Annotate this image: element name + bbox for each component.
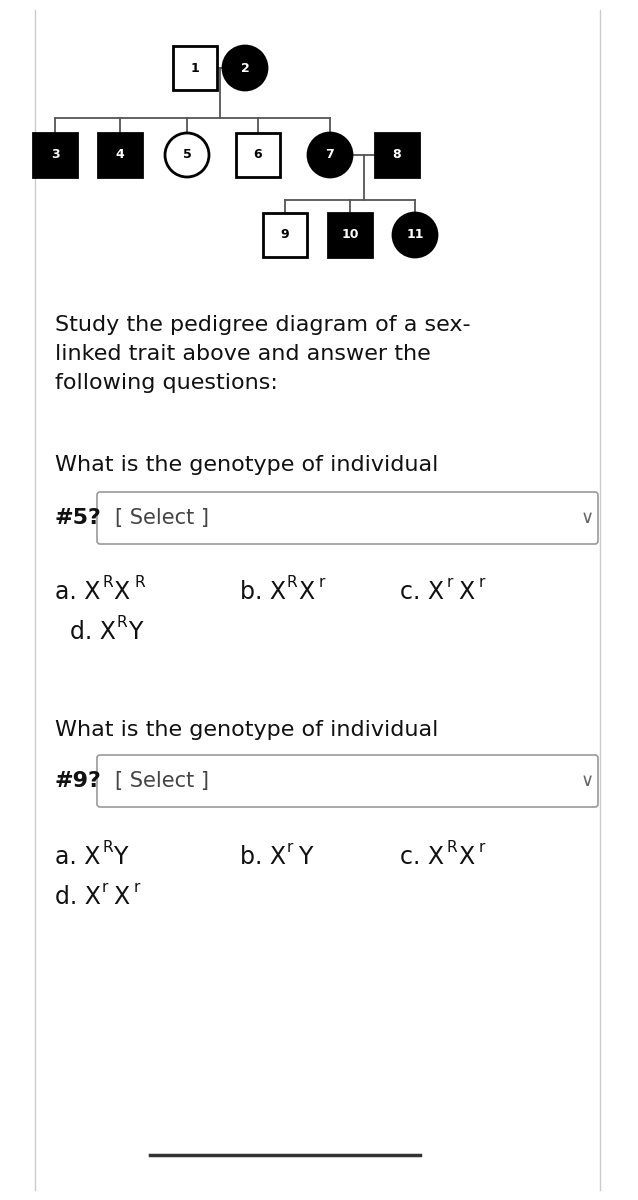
Text: Study the pedigree diagram of a sex-
linked trait above and answer the
following: Study the pedigree diagram of a sex- lin… [55, 314, 471, 392]
Text: R: R [102, 840, 113, 854]
Text: R: R [134, 575, 145, 590]
Text: 2: 2 [241, 61, 249, 74]
FancyBboxPatch shape [236, 133, 280, 176]
Text: ∨: ∨ [581, 509, 593, 527]
Text: Y: Y [113, 845, 128, 869]
FancyBboxPatch shape [97, 492, 598, 544]
Text: What is the genotype of individual: What is the genotype of individual [55, 455, 438, 475]
Text: X: X [458, 845, 474, 869]
Text: 5: 5 [182, 149, 191, 162]
Text: a. X: a. X [55, 580, 100, 604]
Circle shape [223, 46, 267, 90]
Text: b. X: b. X [240, 580, 286, 604]
Text: 10: 10 [341, 228, 359, 241]
Text: X: X [113, 580, 129, 604]
Text: R: R [102, 575, 113, 590]
FancyBboxPatch shape [173, 46, 217, 90]
Text: r: r [479, 575, 486, 590]
Text: R: R [287, 575, 297, 590]
Text: c. X: c. X [400, 845, 444, 869]
Text: r: r [287, 840, 293, 854]
Text: [ Select ]: [ Select ] [115, 770, 209, 791]
Circle shape [165, 133, 209, 176]
Text: 3: 3 [50, 149, 59, 162]
FancyBboxPatch shape [98, 133, 142, 176]
FancyBboxPatch shape [328, 214, 372, 257]
Text: r: r [447, 575, 454, 590]
Text: [ Select ]: [ Select ] [115, 508, 209, 528]
Text: Y: Y [128, 620, 142, 644]
Circle shape [393, 214, 437, 257]
Text: ∨: ∨ [581, 772, 593, 790]
Text: r: r [134, 880, 140, 895]
Circle shape [308, 133, 352, 176]
Text: r: r [102, 880, 108, 895]
Text: X: X [298, 580, 314, 604]
Text: d. X: d. X [55, 886, 101, 910]
FancyBboxPatch shape [263, 214, 307, 257]
Text: 8: 8 [392, 149, 401, 162]
FancyBboxPatch shape [33, 133, 77, 176]
Text: X: X [113, 886, 129, 910]
Text: 11: 11 [406, 228, 424, 241]
FancyBboxPatch shape [97, 755, 598, 806]
Text: R: R [447, 840, 457, 854]
Text: c. X: c. X [400, 580, 444, 604]
Text: 9: 9 [281, 228, 289, 241]
Text: b. X: b. X [240, 845, 286, 869]
Text: X: X [458, 580, 474, 604]
Text: 6: 6 [254, 149, 262, 162]
FancyBboxPatch shape [375, 133, 419, 176]
Text: Y: Y [298, 845, 313, 869]
Text: What is the genotype of individual: What is the genotype of individual [55, 720, 438, 740]
Text: R: R [117, 614, 128, 630]
Text: #5?: #5? [55, 508, 102, 528]
Text: 1: 1 [191, 61, 199, 74]
Text: 7: 7 [325, 149, 334, 162]
Text: a. X: a. X [55, 845, 100, 869]
Text: d. X: d. X [70, 620, 116, 644]
Text: r: r [479, 840, 486, 854]
Text: #9?: #9? [55, 770, 102, 791]
Text: r: r [319, 575, 325, 590]
Text: 4: 4 [115, 149, 124, 162]
